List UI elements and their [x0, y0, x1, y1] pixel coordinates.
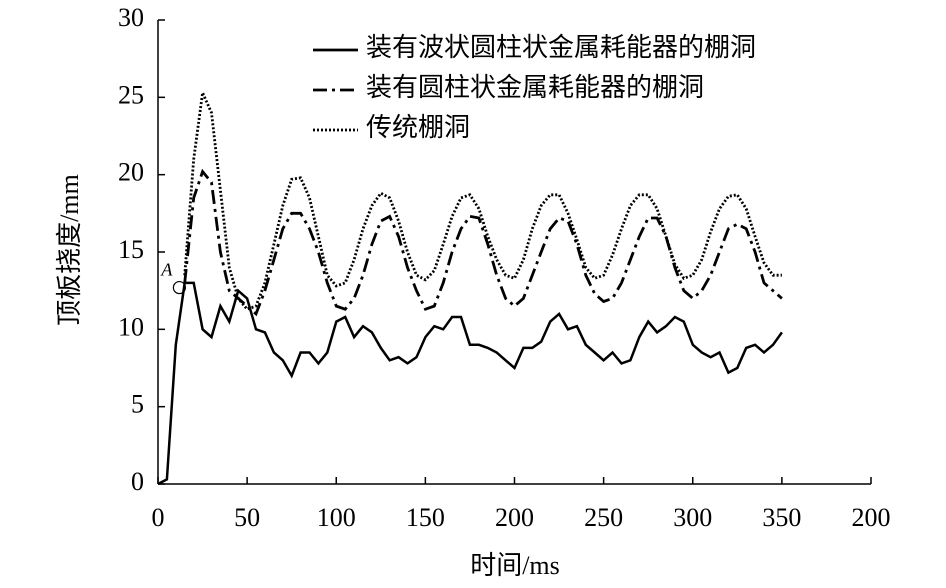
- legend-label: 装有圆柱状金属耗能器的棚洞: [366, 73, 704, 102]
- legend-label: 装有波状圆柱状金属耗能器的棚洞: [366, 33, 756, 62]
- y-tick-label: 10: [118, 312, 144, 341]
- legend-label: 传统棚洞: [366, 113, 470, 142]
- y-axis-title: 顶板挠度/mm: [55, 174, 84, 326]
- x-tick-label: 200: [852, 503, 891, 532]
- y-tick-label: 5: [131, 390, 144, 419]
- y-tick-label: 20: [118, 158, 144, 187]
- series-line: [183, 168, 783, 317]
- x-tick-label: 300: [673, 503, 712, 532]
- annotation-label: A: [160, 260, 173, 280]
- x-tick-label: 200: [495, 503, 534, 532]
- x-tick-label: 150: [406, 503, 445, 532]
- x-tick-label: 50: [234, 503, 260, 532]
- x-tick-label: 250: [584, 503, 623, 532]
- x-axis-title: 时间/ms: [470, 551, 560, 580]
- x-tick-label: 350: [762, 503, 801, 532]
- x-tick-label: 0: [152, 503, 165, 532]
- y-tick-label: 30: [118, 3, 144, 32]
- series-line: [157, 281, 783, 486]
- y-tick-label: 0: [131, 467, 144, 496]
- x-tick-label: 100: [317, 503, 356, 532]
- y-tick-label: 25: [118, 80, 144, 109]
- series-line: [183, 87, 782, 311]
- y-tick-label: 15: [118, 235, 144, 264]
- annotation-marker: [172, 280, 186, 295]
